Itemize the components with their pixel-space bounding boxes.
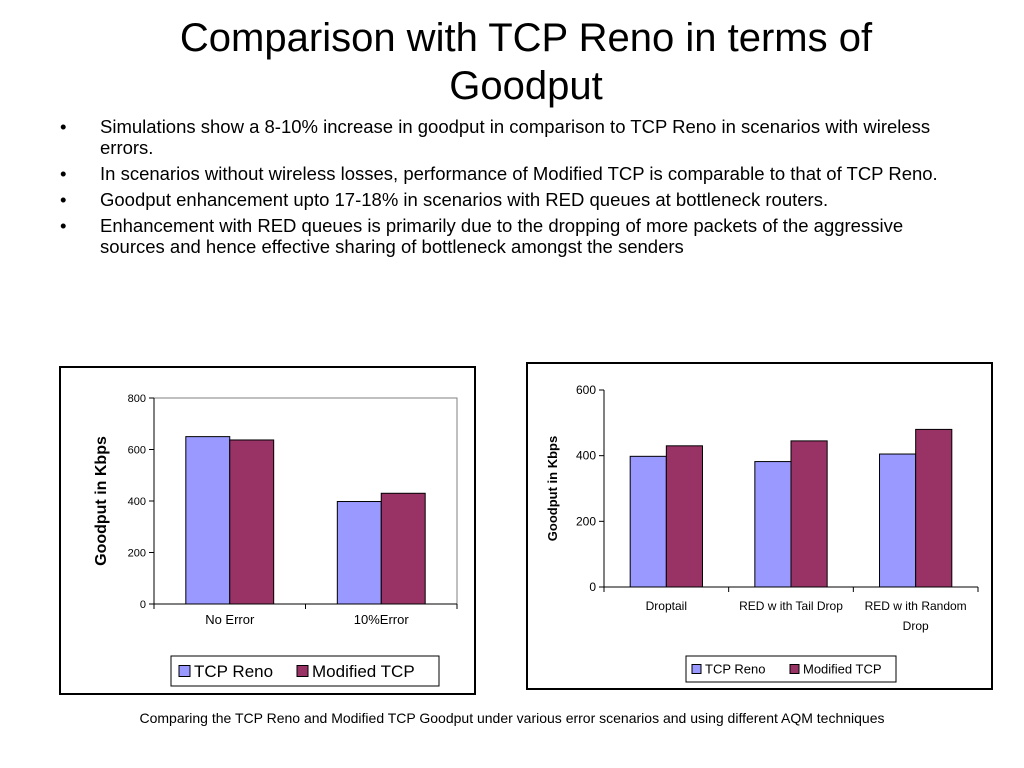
legend-label: TCP Reno [705, 662, 765, 677]
bar-tcp-reno [754, 461, 792, 588]
legend-swatch-tcp-reno [691, 664, 702, 674]
y-tick-label: 400 [576, 449, 596, 463]
legend-label: Modified TCP [312, 662, 415, 681]
bar-modified-tcp [380, 492, 426, 605]
bullet-item: Simulations show a 8-10% increase in goo… [60, 116, 960, 158]
bullet-item: Goodput enhancement upto 17-18% in scena… [60, 189, 960, 210]
y-tick-label: 0 [140, 599, 146, 611]
bar-tcp-reno [879, 453, 917, 588]
chart-goodput-error-scenarios: 0 200 400 600 800 No Error 10%Error Goodput in … [59, 366, 476, 695]
chart-goodput-aqm-techniques: 0 200 400 600 Droptail RED w ith Tail Drop RED… [526, 362, 993, 690]
y-axis-label: Goodput in Kbps [93, 436, 110, 566]
legend-swatch-tcp-reno [178, 665, 191, 677]
x-category-label: RED w ith Tail Drop [739, 599, 843, 613]
bar-modified-tcp [915, 428, 953, 588]
bar-tcp-reno [629, 455, 667, 588]
legend-swatch-modified-tcp [789, 664, 800, 674]
legend-swatch-modified-tcp [296, 665, 309, 677]
legend-label: TCP Reno [194, 662, 273, 681]
x-category-label: Drop [903, 619, 929, 633]
bar-tcp-reno [185, 436, 231, 605]
bullet-item: In scenarios without wireless losses, pe… [60, 163, 960, 184]
x-category-label: 10%Error [354, 612, 410, 627]
chart-goodput-aqm-techniques-svg: 0 200 400 600 Droptail RED w ith Tail Drop RED… [545, 383, 979, 683]
y-tick-label: 0 [589, 580, 596, 594]
y-tick-label: 600 [576, 383, 596, 397]
x-category-label: RED w ith Random [865, 599, 967, 613]
bar-modified-tcp [665, 445, 703, 588]
bullet-list: Simulations show a 8-10% increase in goo… [60, 116, 960, 262]
y-axis-label: Goodput in Kbps [545, 436, 560, 541]
bar-modified-tcp [229, 439, 275, 605]
figure-caption: Comparing the TCP Reno and Modified TCP … [139, 710, 885, 726]
y-tick-label: 600 [128, 445, 146, 457]
x-category-label: Droptail [646, 599, 687, 613]
bar-modified-tcp [790, 440, 828, 588]
y-tick-label: 200 [128, 548, 146, 560]
y-tick-label: 400 [128, 496, 146, 508]
chart-goodput-error-scenarios-svg: 0 200 400 600 800 No Error 10%Error Goodput in … [93, 393, 458, 687]
bullet-item: Enhancement with RED queues is primarily… [60, 215, 960, 257]
slide-title: Comparison with TCP Reno in terms of Goo… [179, 16, 873, 108]
bar-tcp-reno [336, 501, 382, 605]
y-tick-label: 200 [576, 514, 596, 528]
legend-label: Modified TCP [803, 662, 882, 677]
x-category-label: No Error [205, 612, 255, 627]
y-tick-label: 800 [128, 393, 146, 405]
